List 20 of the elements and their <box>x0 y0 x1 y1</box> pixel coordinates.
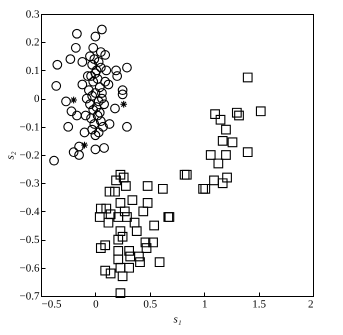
x-axis-title: s₁ <box>173 314 182 326</box>
y-tick-label: 0 <box>34 93 40 106</box>
x-tick-label: 1.5 <box>252 298 266 310</box>
y-tick-label: −0.5 <box>20 234 40 246</box>
x-tick-label: −0.5 <box>42 298 62 310</box>
y-tick-label: −0.3 <box>20 178 40 190</box>
y-axis-title: s₂ <box>4 151 17 160</box>
x-tick-label: 0 <box>93 298 100 310</box>
x-tick-label: 2 <box>308 298 314 310</box>
y-tick-label: 0.1 <box>26 64 40 77</box>
y-tick-label: 0.2 <box>26 36 40 49</box>
y-tick-label: −0.2 <box>20 150 40 162</box>
point <box>120 100 128 108</box>
y-tick-label: −0.1 <box>20 121 40 134</box>
y-tick-label: −0.7 <box>20 290 40 302</box>
y-tick-label: −0.6 <box>20 262 40 274</box>
y-tick-label: −0.4 <box>20 206 40 218</box>
y-tick-label: 0.3 <box>26 8 40 20</box>
x-tick-label: 0.5 <box>143 298 158 310</box>
x-tick-label: 1 <box>202 298 208 310</box>
